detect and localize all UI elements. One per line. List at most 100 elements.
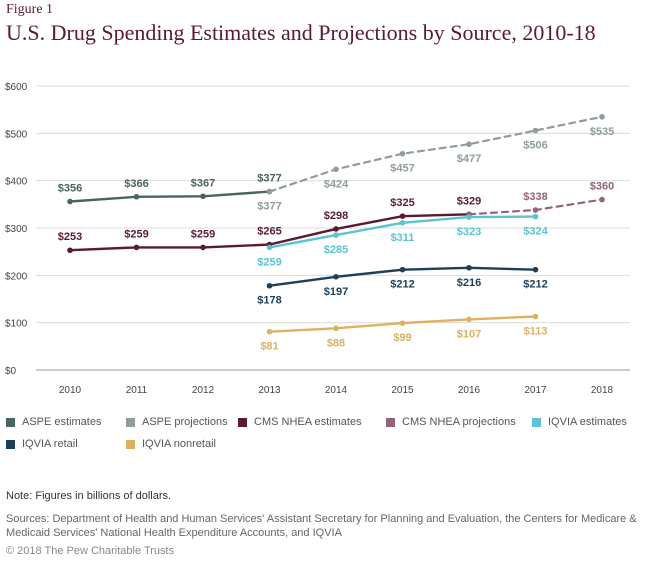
legend-swatch [386, 417, 395, 427]
x-tick-label: 2018 [591, 385, 614, 396]
y-tick-label: $100 [5, 319, 28, 330]
x-tick-label: 2012 [192, 385, 215, 396]
x-tick-label: 2015 [391, 385, 414, 396]
data-labels: $356 $366 $367 $377 $377 $424 $457 $477 $506 $535… [58, 126, 614, 353]
cms-nhea-projections-point [599, 196, 605, 203]
x-tick-label: 2013 [258, 385, 281, 396]
cms-nhea-projections-data-label: $360 [590, 181, 614, 193]
cms-nhea-estimates-data-label: $259 [191, 228, 215, 240]
iqvia-nonretail-data-label: $88 [327, 337, 345, 349]
iqvia-nonretail-data-label: $81 [260, 341, 278, 353]
iqvia-retail-data-label: $212 [390, 279, 414, 291]
cms-nhea-estimates-point [333, 226, 339, 232]
aspe-estimates-point [200, 193, 206, 200]
legend-label: ASPE estimates [22, 416, 102, 428]
y-tick-label: $300 [5, 224, 28, 235]
x-tick-label: 2016 [458, 385, 481, 396]
iqvia-retail-point [266, 282, 273, 289]
y-tick-label: $600 [5, 82, 28, 93]
legend-label: IQVIA estimates [548, 416, 627, 428]
legend-item-cms-nhea-projections: CMS NHEA projections [386, 416, 532, 428]
cms-nhea-estimates-data-label: $259 [124, 228, 148, 240]
iqvia-retail-data-label: $212 [523, 279, 547, 291]
legend-label: CMS NHEA estimates [254, 416, 362, 428]
aspe-estimates-data-label: $356 [58, 182, 82, 194]
aspe-projections-data-label: $424 [324, 178, 349, 190]
series-lines [68, 115, 604, 333]
cms-nhea-estimates-point [399, 213, 406, 219]
legend-item-aspe-projections: ASPE projections [126, 416, 238, 428]
iqvia-estimates-data-label: $324 [523, 226, 548, 238]
aspe-estimates-point [133, 193, 140, 200]
legend-item-cms-nhea-estimates: CMS NHEA estimates [238, 416, 386, 428]
aspe-projections-point [599, 113, 605, 120]
aspe-estimates-data-label: $377 [257, 173, 281, 185]
y-tick-label: $400 [5, 177, 28, 188]
gridlines [36, 85, 630, 371]
legend-swatch [126, 439, 135, 449]
cms-nhea-estimates-data-label: $298 [324, 210, 348, 222]
iqvia-retail-data-label: $197 [324, 286, 348, 298]
legend-swatch [238, 417, 247, 427]
aspe-estimates-data-label: $367 [191, 177, 215, 189]
cms-nhea-projections-data-label: $338 [523, 191, 547, 203]
legend-swatch [6, 417, 15, 427]
x-tick-label: 2011 [126, 385, 148, 396]
aspe-projections-data-label: $477 [457, 153, 481, 165]
iqvia-estimates-data-label: $323 [457, 226, 481, 238]
aspe-projections-line [268, 115, 604, 193]
line-chart: $0$100$200$300$400$500$600 2010 2011 2012 2… [5, 82, 630, 396]
iqvia-nonretail-point [466, 316, 472, 323]
iqvia-estimates-data-label: $311 [391, 232, 415, 244]
aspe-projections-data-label: $457 [390, 163, 414, 175]
cms-nhea-estimates-data-label: $329 [457, 195, 481, 207]
iqvia-retail-point [333, 273, 339, 280]
legend-swatch [532, 417, 541, 427]
aspe-estimates-line [68, 190, 271, 203]
iqvia-estimates-point [532, 213, 539, 220]
cms-nhea-estimates-data-label: $325 [390, 197, 414, 209]
y-axis-tick-labels: $0 $100 $200 $300 $400 $500 $600 [5, 82, 28, 377]
iqvia-retail-data-label: $178 [257, 295, 281, 307]
x-tick-label: 2014 [325, 385, 348, 396]
iqvia-estimates-data-label: $259 [257, 256, 281, 268]
legend-label: IQVIA retail [22, 438, 78, 450]
cms-nhea-estimates-point [133, 244, 140, 251]
iqvia-nonretail-point [399, 320, 406, 326]
iqvia-nonretail-point [532, 313, 539, 320]
aspe-projections-data-label: $377 [257, 201, 281, 213]
iqvia-estimates-point [266, 244, 273, 251]
legend-swatch [6, 439, 15, 449]
aspe-estimates-point [67, 198, 73, 205]
iqvia-nonretail-point [333, 325, 339, 332]
iqvia-retail-data-label: $216 [457, 277, 481, 289]
x-tick-label: 2017 [524, 385, 547, 396]
iqvia-retail-point [466, 264, 472, 271]
legend-label: ASPE projections [142, 416, 228, 428]
iqvia-retail-point [399, 266, 406, 273]
iqvia-retail-point [532, 266, 539, 273]
chart-sources: Sources: Department of Health and Human … [6, 513, 637, 539]
y-tick-label: $500 [5, 129, 28, 140]
iqvia-estimates-point [399, 219, 406, 226]
legend-label: IQVIA nonretail [142, 438, 216, 450]
legend-item-iqvia-estimates: IQVIA estimates [532, 416, 650, 428]
iqvia-nonretail-data-label: $107 [457, 328, 481, 340]
copyright: © 2018 The Pew Charitable Trusts [6, 545, 175, 557]
chart-note: Note: Figures in billions of dollars. [6, 490, 172, 502]
iqvia-estimates-point [333, 232, 339, 238]
chart-title: U.S. Drug Spending Estimates and Project… [6, 20, 596, 45]
iqvia-nonretail-data-label: $99 [393, 332, 411, 344]
figure-label: Figure 1 [6, 2, 54, 17]
aspe-projections-point [532, 127, 539, 134]
x-tick-label: 2010 [59, 385, 82, 396]
iqvia-estimates-point [466, 214, 472, 220]
cms-nhea-estimates-data-label: $265 [257, 226, 281, 238]
aspe-projections-point [266, 188, 273, 195]
legend-item-iqvia-retail: IQVIA retail [6, 438, 126, 450]
y-tick-label: $0 [5, 366, 17, 377]
series-points [67, 113, 605, 335]
cms-nhea-estimates-point [200, 244, 206, 251]
iqvia-estimates-data-label: $285 [324, 244, 348, 256]
aspe-projections-data-label: $506 [523, 139, 547, 151]
